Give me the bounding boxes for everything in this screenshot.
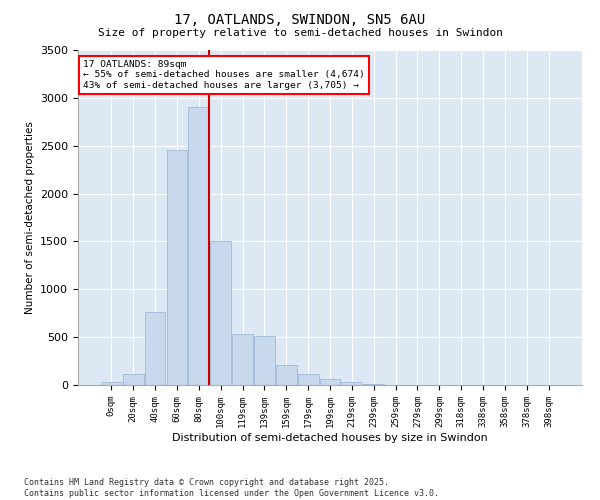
Bar <box>254 336 275 385</box>
Bar <box>123 374 143 385</box>
Text: 17, OATLANDS, SWINDON, SN5 6AU: 17, OATLANDS, SWINDON, SN5 6AU <box>175 12 425 26</box>
Bar <box>232 334 253 385</box>
Bar <box>320 380 340 385</box>
Text: 17 OATLANDS: 89sqm
← 55% of semi-detached houses are smaller (4,674)
43% of semi: 17 OATLANDS: 89sqm ← 55% of semi-detache… <box>83 60 365 90</box>
Bar <box>276 365 296 385</box>
Y-axis label: Number of semi-detached properties: Number of semi-detached properties <box>25 121 35 314</box>
Bar <box>145 312 166 385</box>
X-axis label: Distribution of semi-detached houses by size in Swindon: Distribution of semi-detached houses by … <box>172 432 488 442</box>
Bar <box>298 374 319 385</box>
Text: Size of property relative to semi-detached houses in Swindon: Size of property relative to semi-detach… <box>97 28 503 38</box>
Bar <box>210 242 231 385</box>
Bar <box>101 382 122 385</box>
Bar <box>364 384 384 385</box>
Bar <box>188 108 209 385</box>
Bar <box>341 382 362 385</box>
Bar <box>167 150 187 385</box>
Text: Contains HM Land Registry data © Crown copyright and database right 2025.
Contai: Contains HM Land Registry data © Crown c… <box>24 478 439 498</box>
